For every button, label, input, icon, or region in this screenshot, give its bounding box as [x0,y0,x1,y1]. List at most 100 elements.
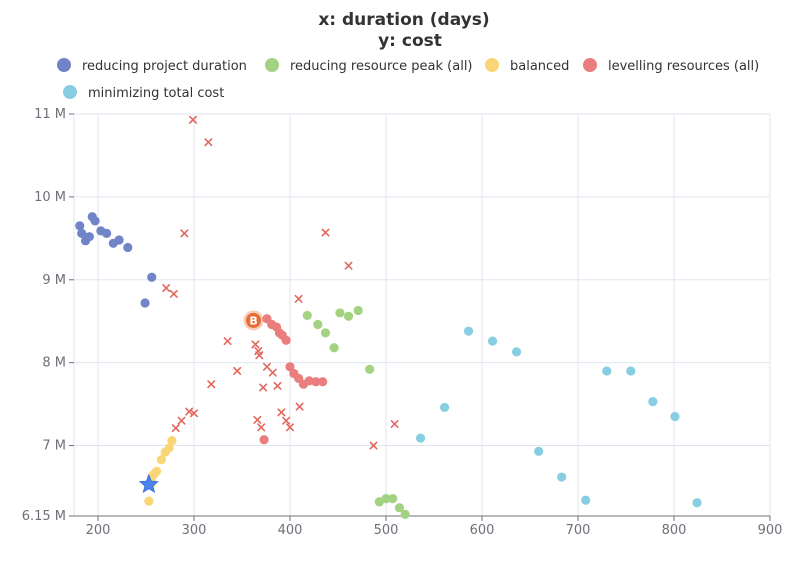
cross-stroke [282,416,291,425]
cross-stroke [344,261,353,270]
scatter-point [259,435,269,445]
y-tick-label: 7 M [42,439,66,454]
cross-point [251,340,260,349]
cross-point [190,409,198,418]
legend: reducing project duration reducing resour… [57,58,759,101]
scatter-point [102,228,112,238]
x-tick-label: 600 [470,523,495,538]
scatter-point [311,377,321,387]
cross-stroke [233,366,242,375]
scatter-point [343,311,354,321]
scatter-point [313,319,323,330]
scatter-point [75,221,85,231]
cross-stroke [223,337,232,346]
cross-stroke [277,408,286,417]
star-marker [138,473,159,494]
cross-point [171,424,180,433]
cross-stroke [162,284,171,293]
pin-marker-label: B [249,314,257,327]
legend-label: balanced [510,59,569,74]
scatter-point [415,433,426,443]
legend-marker [583,58,597,72]
y-tick-label: 11 M [34,107,66,122]
y-tick-label: 9 M [42,273,66,288]
scatter-point [648,397,658,407]
cross-stroke [255,351,264,360]
cross-point [294,294,303,303]
cross-stroke [268,368,277,377]
scatter-point [692,498,702,508]
cross-stroke [190,409,198,418]
cross-stroke [204,138,213,147]
legend-label: reducing project duration [82,59,247,74]
legend-label: levelling resources (all) [608,59,759,74]
scatter-point [114,235,124,245]
scatter-point [439,402,450,413]
chart-title: x: duration (days) [318,10,489,30]
cross-stroke [177,416,186,425]
legend-marker [63,85,77,99]
scatter-point [304,376,314,386]
cross-stroke [262,362,271,371]
scatter-point [140,298,150,308]
cross-stroke [257,423,266,432]
cross-point [285,423,295,432]
scatter-point [487,336,498,346]
cross-point [259,383,268,392]
scatter-point [335,308,345,318]
cross-stroke [169,289,178,298]
cross-stroke [251,340,260,349]
scatter-point [167,435,177,446]
special-markers: B [138,310,264,494]
y-tick-label: 8 M [42,356,66,371]
scatter-point [329,343,339,353]
legend-marker [57,58,71,72]
scatter-point [511,347,522,357]
scatter-point [144,496,154,506]
cross-point [282,416,291,425]
cross-stroke [171,424,180,433]
cross-point [169,289,178,298]
cross-stroke [285,423,295,432]
cross-stroke [189,115,198,124]
cross-stroke [253,415,262,424]
axes: 11 M 10 M 9 M 8 M 7 M 6.15 M 200 300 400 500 600 70… [22,107,783,538]
x-tick-label: 800 [662,523,687,538]
cross-stroke [321,228,330,237]
pin-marker [246,312,262,328]
chart-subtitle: y: cost [378,31,442,51]
scatter-point [381,493,391,504]
scatter-point [581,495,591,505]
x-tick-label: 500 [374,523,399,538]
cross-point [277,408,286,417]
cross-stroke [295,402,304,411]
cross-point [189,115,198,124]
y-tick-label: 10 M [34,190,66,205]
scatter-point [90,216,100,226]
scatter-point [365,364,375,374]
cross-stroke [369,441,378,450]
scatter-point [557,472,567,482]
legend-marker [265,58,279,72]
grid-lines [73,113,771,516]
cross-point [253,415,262,424]
scatter-point [302,310,312,321]
scatter-point [388,493,398,504]
cross-point [273,381,282,390]
scatter-point [123,242,133,253]
scatter-point [156,455,166,465]
legend-label: reducing resource peak (all) [290,59,473,74]
legend-marker [485,58,499,72]
legend-label: minimizing total cost [88,86,224,101]
cross-point [321,228,330,237]
cross-point [177,416,186,425]
scatter-point [394,503,405,513]
y-tick-label: 6.15 M [22,509,66,524]
cross-point [223,337,232,346]
scatter-point [353,305,363,316]
cross-point [295,402,304,411]
scatter-point [463,326,474,336]
data-points [75,115,702,519]
